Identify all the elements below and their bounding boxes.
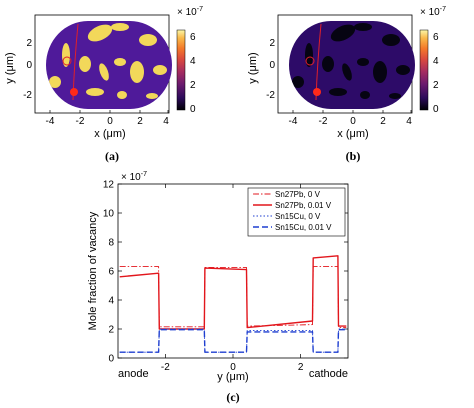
panel-c-ytick-label: 2 xyxy=(108,325,114,336)
panel-c-legend-label-2: Sn15Cu, 0 V xyxy=(275,212,321,221)
panel-a-yticks: 2 0 -2 xyxy=(23,38,32,101)
panel-c-xtick-label: 0 xyxy=(230,362,236,373)
panel-a-colorbar-exp: × 10-7 xyxy=(177,6,203,18)
panel-c-ytick-label: 10 xyxy=(103,209,115,220)
panel-c-series-line-1 xyxy=(119,255,347,330)
panel-c-cathode-label: cathode xyxy=(309,368,348,380)
panel-c-legend: Sn27Pb, 0 V Sn27Pb, 0.01 V Sn15Cu, 0 V Sn15… xyxy=(247,187,346,237)
panel-b-ytick: 0 xyxy=(269,60,275,71)
panel-c-yticks: 0 2 4 6 8 10 12 xyxy=(103,180,348,365)
panel-c-caption: (c) xyxy=(226,390,239,404)
panel-a-xtick: 4 xyxy=(163,116,169,127)
panel-c-ylabel: Mole fraction of vacancy xyxy=(87,211,99,330)
panel-c-legend-label-0: Sn27Pb, 0 V xyxy=(275,190,321,199)
panel-c-xtick-label: -2 xyxy=(161,362,170,373)
panel-a-colorbar-tick: 6 xyxy=(190,32,196,43)
panel-c-legend-items: Sn27Pb, 0 V Sn27Pb, 0.01 V Sn15Cu, 0 V Sn15… xyxy=(253,190,332,232)
panel-b-colorbar-exp: × 10-7 xyxy=(420,6,446,18)
panel-b-caption: (b) xyxy=(346,149,361,163)
panel-c-ytick-label: 8 xyxy=(108,238,114,249)
panel-a-ytick: 0 xyxy=(26,60,32,71)
panel-b-xtick: 4 xyxy=(406,116,412,127)
panel-c-series-line-3 xyxy=(119,329,347,353)
panel-b-colorbar: × 10-7 6 4 2 0 xyxy=(419,6,446,115)
panel-a-caption: (a) xyxy=(105,149,119,163)
panel-a-xtick: -4 xyxy=(46,116,55,127)
panel-c-ytick-label: 12 xyxy=(103,180,115,191)
panel-a-xticks: -4 -2 0 2 4 xyxy=(46,110,169,127)
panel-b-ylabel: y (μm) xyxy=(247,52,259,83)
panel-a-colorbar-tick: 4 xyxy=(190,56,196,67)
panel-a-colorbar-tick: 0 xyxy=(190,104,196,115)
panel-a-xtick: 2 xyxy=(137,116,143,127)
panel-a-xtick: 0 xyxy=(107,116,113,127)
panel-c-ytick-label: 4 xyxy=(108,296,114,307)
panel-a-ytick: 2 xyxy=(26,38,32,49)
panel-c-legend-label-1: Sn27Pb, 0.01 V xyxy=(275,201,332,210)
panel-b-yticks: 2 0 -2 xyxy=(266,38,275,101)
panel-c-ytick-label: 0 xyxy=(108,354,114,365)
panel-c-ytick-label: 6 xyxy=(108,267,114,278)
panel-b-xticks: -4 -2 0 2 4 xyxy=(289,110,412,127)
panel-c-xlabel: y (μm) xyxy=(217,371,248,383)
panel-b-colorbar-tick: 6 xyxy=(433,32,439,43)
panel-a-ytick: -2 xyxy=(23,90,32,101)
panel-c-legend-label-3: Sn15Cu, 0.01 V xyxy=(275,223,332,232)
panel-b-xtick: 0 xyxy=(350,116,356,127)
panel-c-xticks: -2 0 2 xyxy=(161,184,304,373)
panel-a-ylabel: y (μm) xyxy=(4,52,16,83)
panel-a-colorbar-tick: 2 xyxy=(190,80,196,91)
panel-b-xlabel: x (μm) xyxy=(337,128,368,140)
panel-b-colorbar-tick: 4 xyxy=(433,56,439,67)
panel-b-colorbar-tick: 2 xyxy=(433,80,439,91)
panel-b-map xyxy=(289,21,415,109)
panel-a-xlabel: x (μm) xyxy=(94,128,125,140)
panel-b: -4 -2 0 2 4 2 0 -2 x (μm) y (μm) × 10-7 … xyxy=(247,6,446,163)
panel-a-colorbar: × 10-7 6 4 2 0 xyxy=(176,6,203,115)
panel-c-series xyxy=(119,255,347,353)
panel-b-colorbar-tick: 0 xyxy=(433,104,439,115)
panel-b-xtick: 2 xyxy=(380,116,386,127)
panel-b-ytick: -2 xyxy=(266,90,275,101)
panel-a-map xyxy=(46,21,172,109)
panel-a-xtick: -2 xyxy=(76,116,85,127)
panel-c-legend-box xyxy=(247,187,346,237)
panel-c-y-multiplier: × 10-7 xyxy=(121,171,147,183)
panel-c-xtick-label: 2 xyxy=(298,362,304,373)
panel-b-xtick: -2 xyxy=(319,116,328,127)
panel-b-ytick: 2 xyxy=(269,38,275,49)
panel-c-anode-label: anode xyxy=(118,368,149,380)
panel-b-xtick: -4 xyxy=(289,116,298,127)
panel-a: -4 -2 0 2 4 2 0 -2 x (μm) y (μm) × 10-7 … xyxy=(4,6,203,163)
